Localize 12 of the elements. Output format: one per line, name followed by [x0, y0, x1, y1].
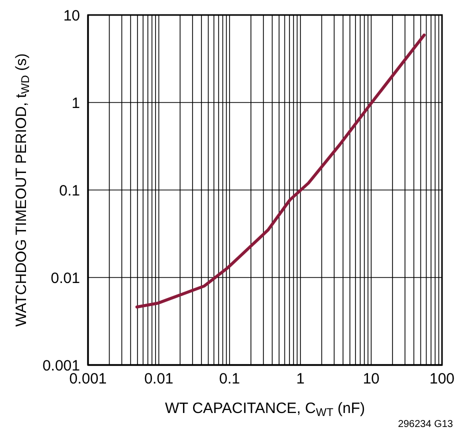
y-tick-label: 10 — [63, 7, 80, 24]
y-tick-label: 0.01 — [50, 270, 80, 287]
x-tick-label: 0.01 — [144, 370, 174, 388]
text: 296234 G13 — [398, 419, 454, 430]
x-tick-label: 1 — [296, 370, 305, 388]
x-tick-label: 100 — [429, 370, 455, 388]
x-tick-label: 0.1 — [219, 370, 240, 388]
x-tick-label: 10 — [362, 370, 380, 388]
x-axis-title: WT CAPACITANCE, C$_{WT}$ (nF) — [164, 400, 366, 419]
y-tick-label: 0.1 — [59, 182, 80, 200]
y-tick-label: 0.001 — [42, 357, 80, 374]
y-tick-label: 1 — [72, 94, 80, 112]
